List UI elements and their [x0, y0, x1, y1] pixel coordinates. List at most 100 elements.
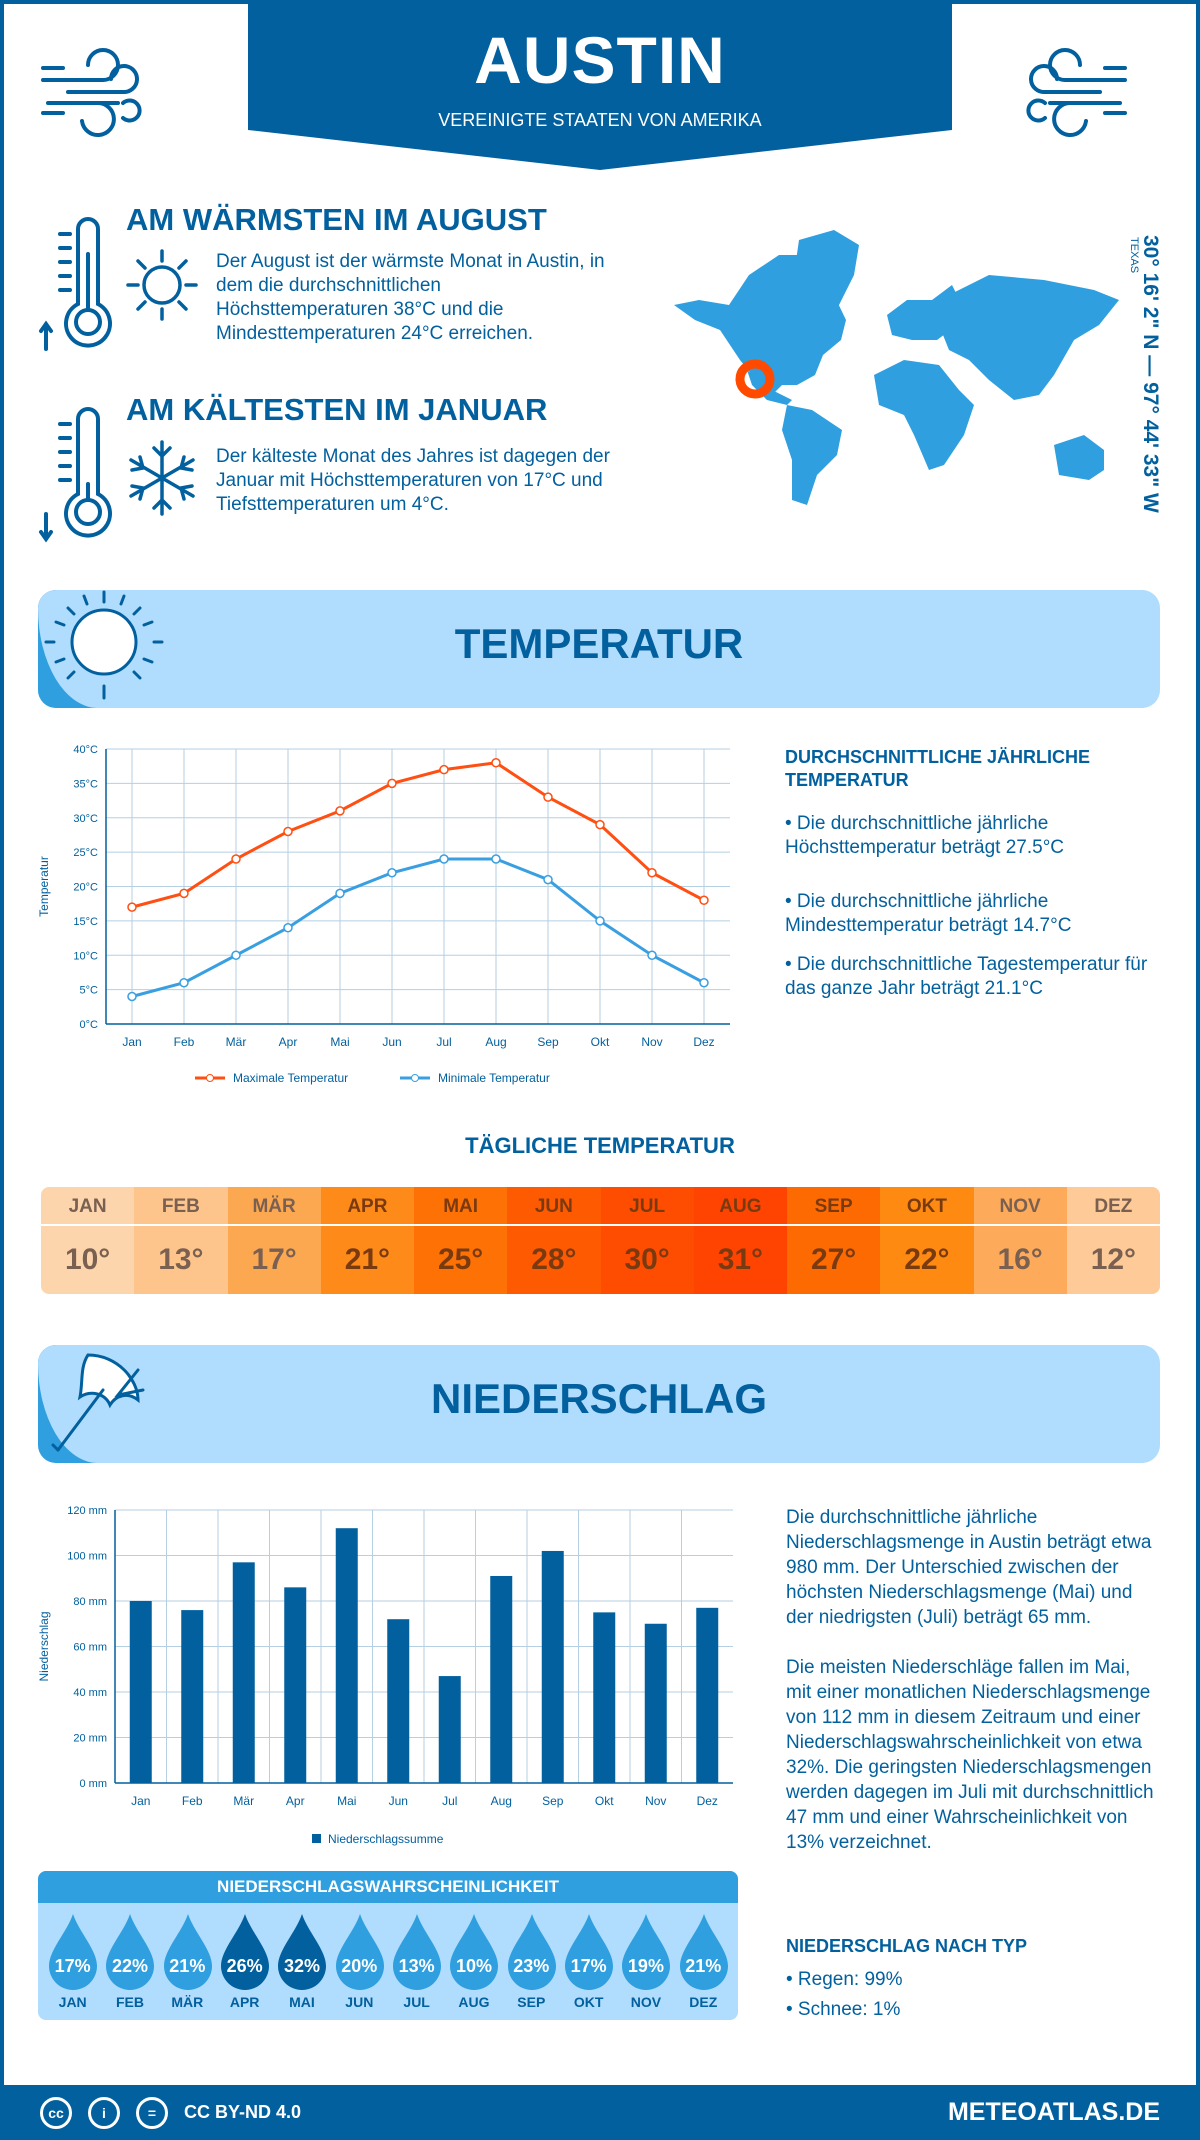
- daily-title: TÄGLICHE TEMPERATUR: [465, 1133, 735, 1158]
- bar: [232, 1562, 255, 1783]
- probability-drop: 21% DEZ: [675, 1903, 732, 2020]
- location-marker: [735, 359, 775, 399]
- x-tick-label: Sep: [537, 1035, 559, 1049]
- y-tick-label: 30°C: [73, 813, 98, 825]
- probability-drop: 26% APR: [216, 1903, 273, 2020]
- bar: [541, 1550, 564, 1783]
- y-tick-label: 25°C: [73, 847, 98, 859]
- temperature-chart: 0°C 5°C 10°C 15°C 20°C 25°C 30°C 35°C 40°C Jan Feb…: [37, 744, 730, 1085]
- probability-drop: 21% MÄR: [159, 1903, 216, 2020]
- y-tick-label: 0 mm: [80, 1778, 108, 1790]
- daily-cell: NOV 16°: [973, 1187, 1067, 1294]
- site-link[interactable]: METEOATLAS.DE: [947, 2098, 1160, 2126]
- y-tick-label: 0°C: [80, 1019, 99, 1031]
- daily-value: 27°: [810, 1243, 857, 1276]
- drop-icon: [392, 1914, 441, 1990]
- wind-icon: [1026, 48, 1127, 137]
- wind-icon: [41, 48, 142, 137]
- person-icon: i: [88, 2097, 120, 2129]
- x-tick-label: Jul: [442, 1794, 457, 1808]
- x-tick-label: Okt: [595, 1794, 614, 1808]
- x-tick-label: Apr: [286, 1794, 305, 1808]
- bar: [284, 1587, 307, 1783]
- data-point: [283, 826, 293, 837]
- probability-value: 22%: [111, 1956, 148, 1976]
- daily-month: DEZ: [1066, 1187, 1160, 1226]
- y-tick-label: 20 mm: [73, 1733, 107, 1745]
- daily-value: 22°: [904, 1243, 950, 1276]
- drop-icon: [450, 1914, 499, 1990]
- asia: [939, 275, 1119, 400]
- no-derivatives-icon: =: [136, 2097, 168, 2129]
- data-point: [127, 902, 137, 912]
- umbrella-rain-icon: [51, 1353, 145, 1452]
- probability-month: AUG: [458, 1994, 490, 2010]
- probability-month: APR: [229, 1994, 260, 2010]
- probability-month: JUN: [345, 1994, 374, 2010]
- y-tick-label: 40°C: [73, 744, 98, 756]
- y-tick-label: 100 mm: [67, 1551, 107, 1563]
- temperature-banner: TEMPERATUR: [38, 590, 1160, 708]
- probability-month: JUL: [403, 1994, 430, 2010]
- daily-month: NOV: [973, 1187, 1067, 1226]
- precipitation-chart: 0 mm 20 mm 40 mm 60 mm 80 mm 100 mm 120 mm Jan F…: [37, 1505, 733, 1846]
- x-tick-label: Apr: [279, 1035, 298, 1049]
- x-tick-label: Mai: [337, 1794, 356, 1808]
- daily-value: 13°: [158, 1243, 204, 1276]
- precipitation-probability: NIEDERSCHLAGSWAHRSCHEINLICHKEIT 17% JAN 22…: [38, 1871, 738, 2020]
- probability-drop: 20% JUN: [331, 1903, 388, 2020]
- warmest-title: AM WÄRMSTEN IM AUGUST: [126, 202, 547, 237]
- probability-drop: 17% OKT: [560, 1903, 617, 2020]
- data-point: [231, 950, 241, 960]
- drop-icon: [49, 1914, 97, 1990]
- daily-value: 30°: [624, 1243, 670, 1276]
- daily-cell: MAI 25°: [414, 1187, 508, 1294]
- probability-month: MAI: [289, 1994, 315, 2010]
- bar: [438, 1676, 461, 1783]
- thermometer-down-icon: [39, 407, 112, 543]
- series-line: [131, 761, 705, 909]
- drop-icon: [622, 1914, 671, 1990]
- daily-month: JAN: [41, 1187, 135, 1226]
- data-point: [543, 874, 553, 885]
- y-tick-label: 15°C: [73, 916, 98, 928]
- precip-type-title: NIEDERSCHLAG NACH TYP: [786, 1936, 1028, 1956]
- coordinates: 30° 16' 2" N — 97° 44' 33" W: [1139, 235, 1162, 513]
- probability-drop: 19% NOV: [617, 1903, 674, 2020]
- daily-cell: JUN 28°: [507, 1187, 601, 1294]
- drop-icon: [335, 1914, 384, 1990]
- daily-value: 10°: [64, 1243, 111, 1276]
- daily-cell: JAN 10°: [41, 1187, 135, 1294]
- probability-value: 10%: [455, 1956, 492, 1976]
- region-label: TEXAS: [1128, 237, 1140, 274]
- x-tick-label: Jan: [131, 1794, 150, 1808]
- y-tick-label: 120 mm: [67, 1505, 107, 1517]
- probability-drops: 17% JAN 22% FEB 21% MÄR 26% APR 32% MAI 20% JUN 13% J…: [38, 1903, 738, 2020]
- city-title: AUSTIN: [474, 23, 726, 97]
- coldest-text: Der kälteste Monat des Jahres ist dagege…: [216, 446, 610, 515]
- bar: [644, 1623, 667, 1783]
- snowflake-icon: [129, 440, 195, 516]
- data-point: [439, 764, 449, 775]
- drop-icon: [163, 1914, 212, 1990]
- x-tick-label: Sep: [542, 1794, 564, 1808]
- cc-icon: cc: [40, 2097, 72, 2129]
- precip-type-snow: • Schnee: 1%: [786, 1999, 901, 2020]
- greenland: [794, 230, 859, 335]
- daily-month: JUN: [507, 1187, 601, 1226]
- y-axis-title: Temperatur: [37, 856, 51, 917]
- data-point: [179, 978, 189, 988]
- y-tick-label: 20°C: [73, 882, 98, 894]
- drop-icon: [679, 1914, 728, 1990]
- daily-month: SEP: [787, 1187, 881, 1226]
- x-tick-label: Okt: [591, 1035, 610, 1049]
- daily-month: FEB: [134, 1187, 228, 1226]
- daily-month: APR: [320, 1187, 414, 1226]
- y-tick-label: 40 mm: [73, 1687, 107, 1699]
- africa: [874, 360, 974, 470]
- y-tick-label: 10°C: [73, 950, 98, 962]
- daily-value: 28°: [531, 1243, 577, 1276]
- bar: [696, 1607, 719, 1783]
- precipitation-banner: NIEDERSCHLAG: [38, 1345, 1160, 1463]
- daily-value: 12°: [1090, 1243, 1137, 1276]
